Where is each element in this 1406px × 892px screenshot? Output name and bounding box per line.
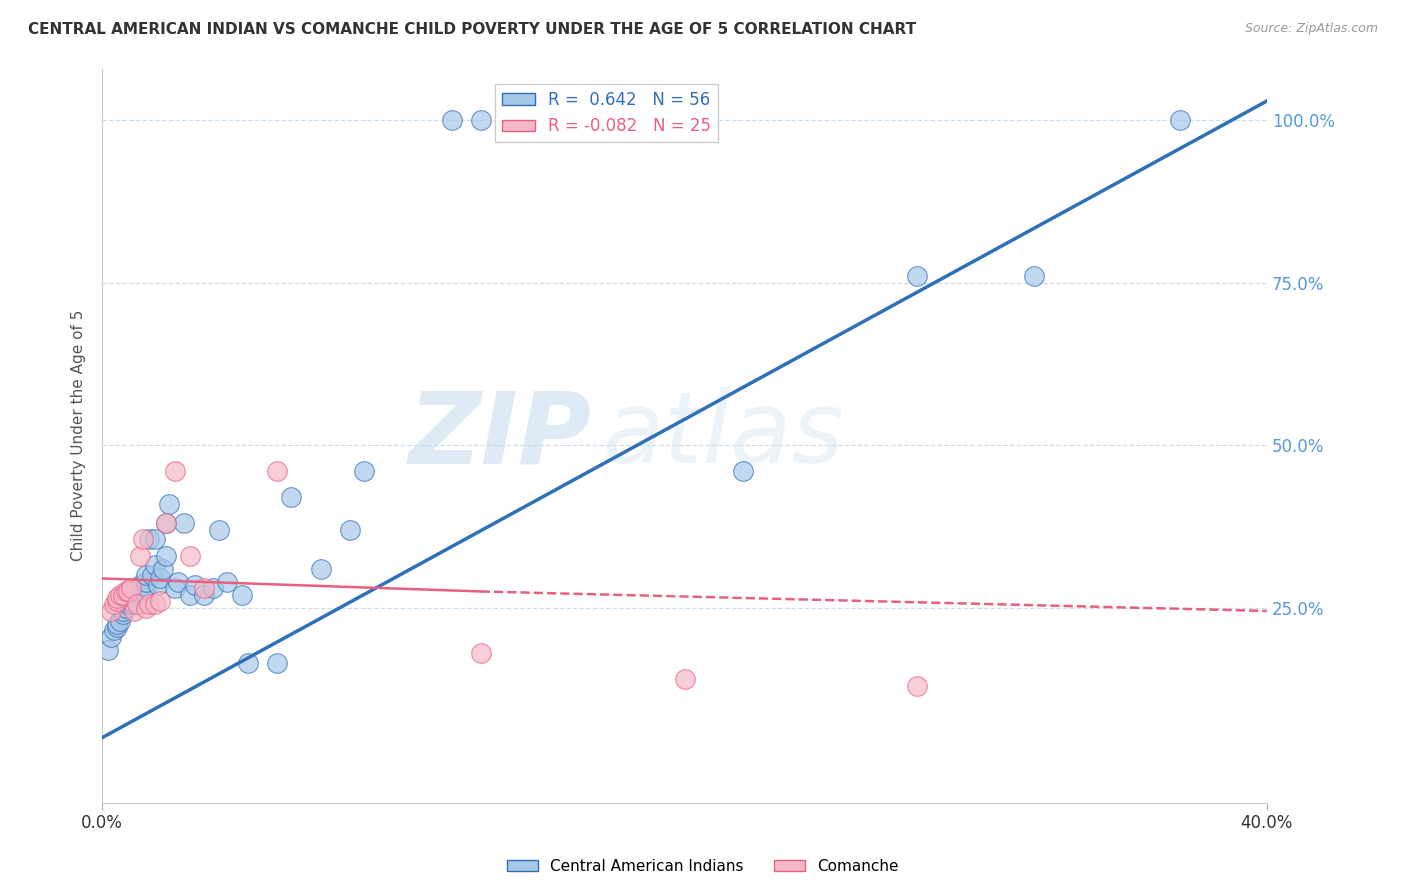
Point <box>167 574 190 589</box>
Point <box>280 490 302 504</box>
Point <box>129 581 152 595</box>
Point <box>208 523 231 537</box>
Point <box>135 600 157 615</box>
Point <box>470 113 492 128</box>
Point <box>103 624 125 638</box>
Point <box>353 464 375 478</box>
Point <box>173 516 195 531</box>
Point <box>155 516 177 531</box>
Point <box>201 581 224 595</box>
Point <box>120 581 142 595</box>
Point <box>111 607 134 622</box>
Point <box>673 672 696 686</box>
Point <box>135 581 157 595</box>
Point <box>122 598 145 612</box>
Point <box>236 656 259 670</box>
Point <box>143 598 166 612</box>
Point <box>111 604 134 618</box>
Point <box>309 562 332 576</box>
Text: atlas: atlas <box>603 387 845 484</box>
Point <box>141 568 163 582</box>
Point <box>120 588 142 602</box>
Point <box>155 516 177 531</box>
Point <box>143 533 166 547</box>
Point <box>132 584 155 599</box>
Point <box>135 574 157 589</box>
Point <box>129 549 152 563</box>
Point <box>193 588 215 602</box>
Point <box>108 614 131 628</box>
Point <box>163 581 186 595</box>
Point <box>193 581 215 595</box>
Point <box>100 604 122 618</box>
Point <box>122 604 145 618</box>
Point <box>127 584 149 599</box>
Point <box>114 600 136 615</box>
Point <box>97 643 120 657</box>
Point <box>127 594 149 608</box>
Point <box>114 584 136 599</box>
Point <box>138 533 160 547</box>
Point <box>103 598 125 612</box>
Point <box>111 588 134 602</box>
Point <box>105 591 128 605</box>
Point <box>731 464 754 478</box>
Point <box>138 598 160 612</box>
Point <box>149 572 172 586</box>
Point <box>117 598 139 612</box>
Point <box>157 497 180 511</box>
Point <box>120 594 142 608</box>
Point <box>117 584 139 599</box>
Point <box>266 656 288 670</box>
Point <box>184 578 207 592</box>
Point <box>217 574 239 589</box>
Point <box>105 616 128 631</box>
Point <box>470 646 492 660</box>
Point <box>163 464 186 478</box>
Point <box>907 269 929 284</box>
Point <box>108 588 131 602</box>
Y-axis label: Child Poverty Under the Age of 5: Child Poverty Under the Age of 5 <box>72 310 86 561</box>
Point <box>1022 269 1045 284</box>
Text: Source: ZipAtlas.com: Source: ZipAtlas.com <box>1244 22 1378 36</box>
Point <box>122 588 145 602</box>
Text: ZIP: ZIP <box>408 387 592 484</box>
Text: CENTRAL AMERICAN INDIAN VS COMANCHE CHILD POVERTY UNDER THE AGE OF 5 CORRELATION: CENTRAL AMERICAN INDIAN VS COMANCHE CHIL… <box>28 22 917 37</box>
Point <box>266 464 288 478</box>
Point <box>907 679 929 693</box>
Legend: Central American Indians, Comanche: Central American Indians, Comanche <box>502 853 904 880</box>
Legend: R =  0.642   N = 56, R = -0.082   N = 25: R = 0.642 N = 56, R = -0.082 N = 25 <box>495 84 718 142</box>
Point <box>135 568 157 582</box>
Point <box>440 113 463 128</box>
Point <box>149 594 172 608</box>
Point <box>179 588 201 602</box>
Point <box>143 558 166 573</box>
Point <box>105 594 128 608</box>
Point <box>155 549 177 563</box>
Point <box>129 578 152 592</box>
Point <box>120 591 142 605</box>
Point <box>120 598 142 612</box>
Point <box>132 533 155 547</box>
Point <box>152 562 174 576</box>
Point <box>339 523 361 537</box>
Point <box>179 549 201 563</box>
Point <box>100 630 122 644</box>
Point <box>1168 113 1191 128</box>
Point <box>105 620 128 634</box>
Point <box>146 578 169 592</box>
Point <box>231 588 253 602</box>
Point <box>127 598 149 612</box>
